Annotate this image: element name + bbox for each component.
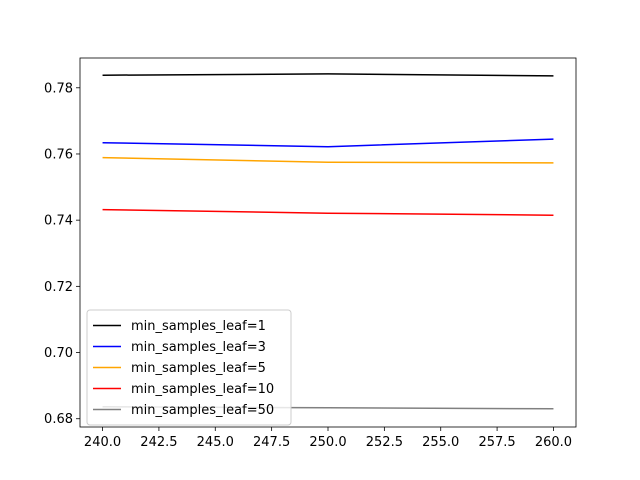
series-line-1 [102,138,554,148]
x-tick-label: 247.5 [253,435,290,450]
x-tick-label: 252.5 [366,435,403,450]
x-tick-label: 255.0 [422,435,459,450]
series-layer [102,73,554,410]
y-tick-label: 0.68 [44,412,73,427]
legend-label-3: min_samples_leaf=10 [131,382,274,397]
x-tick-label: 257.5 [478,435,515,450]
axes-layer: 240.0 242.5 245.0 247.5 250.0 252.5 255.0 257.5… [44,57,577,450]
legend-label-4: min_samples_leaf=50 [131,403,274,418]
series-line-3 [102,208,554,216]
x-tick-label: 240.0 [84,435,121,450]
legend-label-2: min_samples_leaf=5 [131,361,266,376]
y-tick-label: 0.74 [44,214,73,229]
legend: min_samples_leaf=1 min_samples_leaf=3 min_… [86,309,292,426]
y-tick-label: 0.78 [44,81,73,96]
legend-box [86,309,292,426]
legend-label-0: min_samples_leaf=1 [131,319,266,334]
legend-label-1: min_samples_leaf=3 [131,340,266,355]
x-tick-label: 250.0 [309,435,346,450]
y-tick-label: 0.76 [44,147,73,162]
y-tick-label: 0.72 [44,280,73,295]
y-tick-label: 0.70 [44,346,73,361]
x-tick-label: 245.0 [197,435,234,450]
x-tick-label: 260.0 [535,435,572,450]
series-line-2 [102,156,554,164]
series-line-0 [102,73,554,77]
x-tick-label: 242.5 [140,435,177,450]
